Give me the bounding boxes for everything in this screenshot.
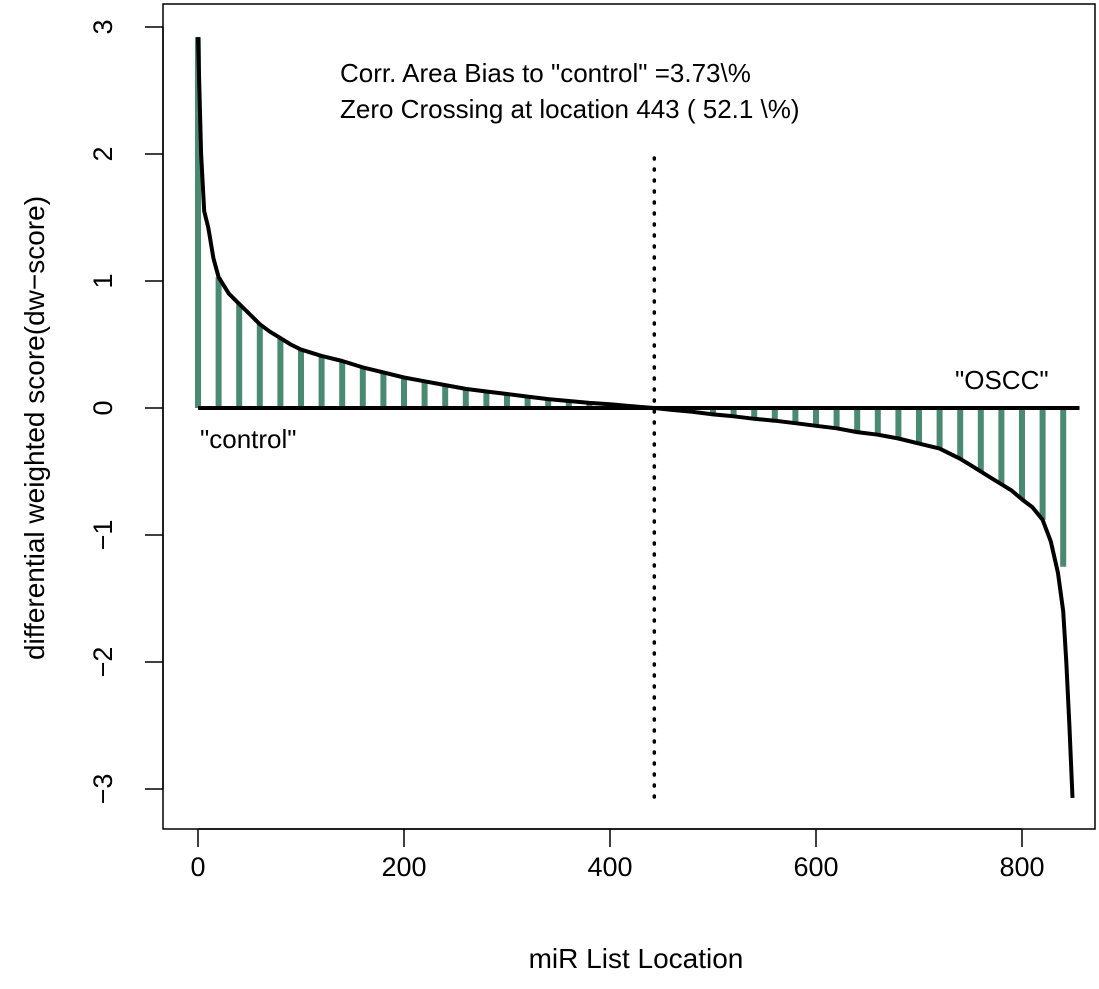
x-axis-label: miR List Location [529,943,744,974]
y-tick-label: 2 [88,146,118,161]
zero-crossing-annotation: Zero Crossing at location 443 ( 52.1 \%) [340,94,800,124]
x-tick-label: 800 [999,852,1044,882]
x-tick-label: 600 [793,852,838,882]
y-tick-label: 0 [88,400,118,415]
axes-layer: 0 200 400 600 800 −3 −2 −1 0 1 2 3 [88,3,1096,882]
y-tick-label: 3 [88,19,118,34]
y-axis-label: differential weighted score(dw−score) [19,196,50,660]
left-group-label: "control" [200,424,297,454]
x-tick-label: 400 [587,852,632,882]
score-curve [196,37,1075,798]
score-curve-layer [196,37,1075,798]
y-tick-label: −3 [88,774,118,805]
y-tick-label: −1 [88,520,118,551]
x-tick-label: 200 [381,852,426,882]
y-tick-label: −2 [88,647,118,678]
plot-frame [162,3,1096,830]
x-tick-label: 0 [190,852,205,882]
bias-annotation: Corr. Area Bias to "control" =3.73\% [340,58,751,88]
y-tick-label: 1 [88,273,118,288]
right-group-label: "OSCC" [955,365,1049,395]
